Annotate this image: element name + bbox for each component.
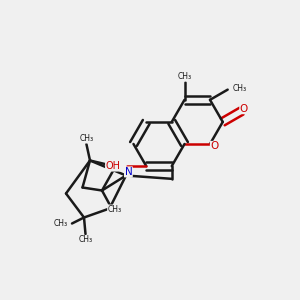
Text: CH₃: CH₃ [233,84,247,93]
Text: CH₃: CH₃ [107,205,122,214]
Text: O: O [240,104,248,114]
Text: OH: OH [106,161,121,171]
Text: O: O [210,141,219,152]
Text: CH₃: CH₃ [78,236,93,244]
Text: CH₃: CH₃ [79,134,94,143]
Text: CH₃: CH₃ [53,219,68,228]
Text: CH₃: CH₃ [177,72,192,81]
Text: N: N [124,167,132,177]
